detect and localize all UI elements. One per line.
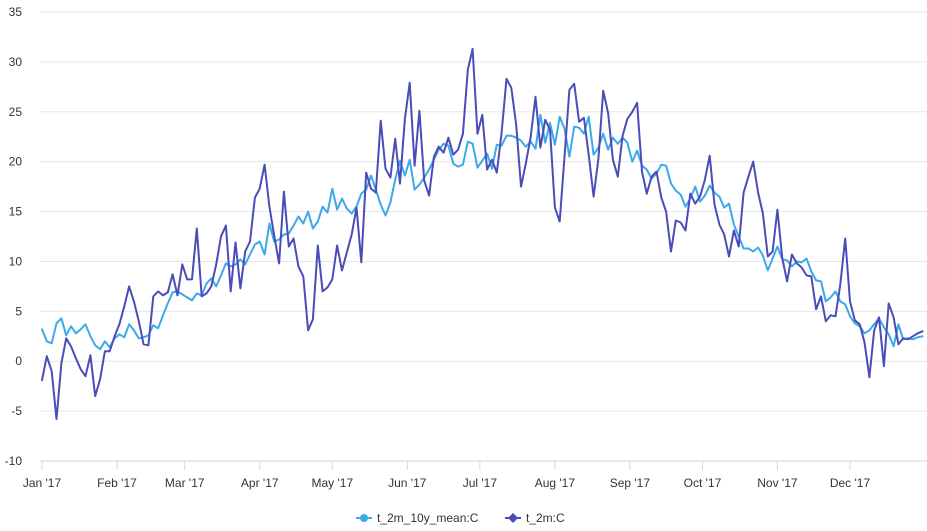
legend: t_2m_10y_mean:C t_2m:C bbox=[356, 511, 565, 525]
y-tick-label: 25 bbox=[9, 105, 23, 119]
y-tick-label: 15 bbox=[9, 205, 23, 219]
series-line-1 bbox=[41, 47, 924, 421]
y-axis-tick-labels: -10 -5 0 5 10 15 20 25 30 35 bbox=[5, 5, 23, 468]
x-tick-label: Feb '17 bbox=[97, 476, 137, 490]
y-tick-label: 5 bbox=[15, 304, 22, 318]
y-tick-label: -10 bbox=[5, 454, 23, 468]
y-tick-label: 20 bbox=[9, 155, 23, 169]
y-tick-label: 10 bbox=[9, 254, 23, 268]
legend-label: t_2m_10y_mean:C bbox=[377, 511, 479, 525]
y-tick-label: 0 bbox=[15, 354, 22, 368]
x-tick-label: Nov '17 bbox=[757, 476, 798, 490]
legend-item-0[interactable]: t_2m_10y_mean:C bbox=[356, 511, 479, 525]
x-tick-label: Jan '17 bbox=[23, 476, 62, 490]
x-tick-label: Jul '17 bbox=[463, 476, 498, 490]
x-tick-label: May '17 bbox=[311, 476, 353, 490]
y-tick-label: -5 bbox=[11, 404, 22, 418]
x-axis: Jan '17 Feb '17 Mar '17 Apr '17 May '17 Jun '… bbox=[23, 460, 927, 490]
series-line-0 bbox=[41, 113, 924, 351]
x-tick-label: Sep '17 bbox=[610, 476, 651, 490]
x-tick-label: Oct '17 bbox=[684, 476, 722, 490]
series-lines bbox=[41, 47, 924, 421]
y-gridlines bbox=[40, 11, 927, 462]
y-tick-label: 30 bbox=[9, 55, 23, 69]
legend-label: t_2m:C bbox=[526, 511, 565, 525]
x-tick-label: Dec '17 bbox=[830, 476, 871, 490]
y-tick-label: 35 bbox=[9, 5, 23, 19]
x-tick-label: Aug '17 bbox=[535, 476, 576, 490]
x-tick-label: Apr '17 bbox=[241, 476, 279, 490]
legend-item-1[interactable]: t_2m:C bbox=[505, 511, 565, 525]
x-tick-label: Jun '17 bbox=[388, 476, 427, 490]
x-tick-label: Mar '17 bbox=[165, 476, 205, 490]
legend-circle-marker bbox=[360, 514, 368, 522]
legend-diamond-marker bbox=[508, 513, 518, 523]
